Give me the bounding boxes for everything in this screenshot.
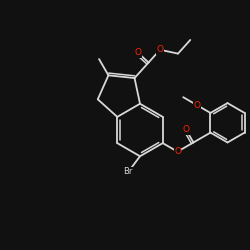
Text: O: O bbox=[134, 48, 141, 57]
Text: Br: Br bbox=[124, 168, 133, 176]
Text: O: O bbox=[156, 45, 164, 54]
Text: O: O bbox=[174, 147, 181, 156]
Text: O: O bbox=[193, 100, 200, 110]
Text: O: O bbox=[183, 126, 190, 134]
